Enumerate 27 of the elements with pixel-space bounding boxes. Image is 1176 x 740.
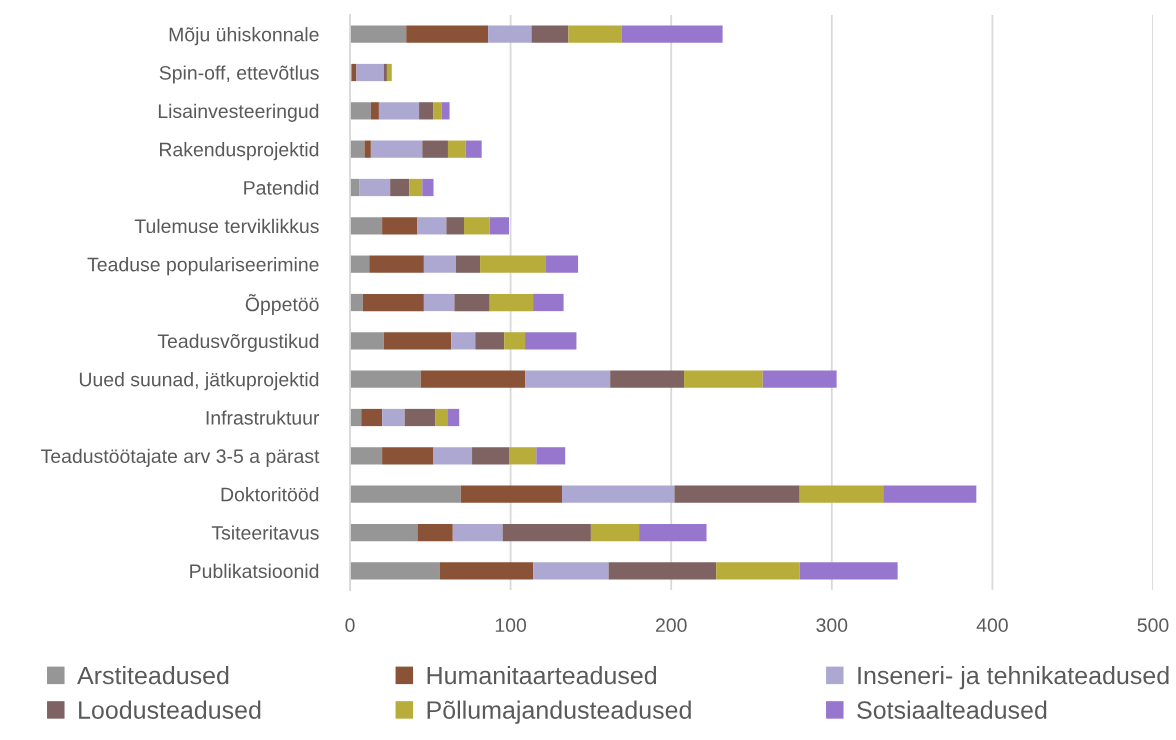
- y-tick-label: Tsiteeritavus: [211, 525, 319, 540]
- legend-label: Põllumajandusteadused: [427, 700, 691, 724]
- y-tick-label: Lisainvesteeringud: [158, 103, 319, 122]
- legend-label: Sotsiaalteadused: [857, 700, 1047, 719]
- y-tick-label: Tulemuse terviklikkus: [134, 218, 319, 234]
- y-tick-label: Teadustöötajate arv 3-5 a pärast: [41, 448, 320, 467]
- y-tick-label: Uued suunad, jätkuprojektid: [79, 372, 319, 391]
- y-tick-label: Teaduse populariseerimine: [87, 257, 319, 276]
- y-tick-label: Spin-off, ettevõtlus: [159, 65, 319, 84]
- x-tick-label: 400: [976, 618, 1008, 633]
- y-tick-label: Õppetöö: [245, 293, 319, 316]
- y-tick-label: Infrastruktuur: [206, 410, 320, 425]
- y-tick-label: Doktoritööd: [221, 487, 319, 502]
- legend-label: Arstiteadused: [77, 666, 229, 685]
- x-tick-label: 500: [1137, 618, 1169, 633]
- y-tick-label: Mõju ühiskonnale: [169, 27, 319, 46]
- legend-label: Inseneri- ja tehnikateadused: [858, 666, 1169, 690]
- x-tick-label: 300: [816, 618, 848, 633]
- legend-label: Humanitaarteadused: [427, 666, 657, 685]
- y-tick-label: Publikatsioonid: [190, 563, 319, 579]
- y-tick-label: Rakendusprojektid: [160, 142, 319, 161]
- x-tick-label: 200: [655, 618, 687, 633]
- x-tick-label: 100: [495, 618, 527, 633]
- y-tick-label: Teadusvõrgustikud: [157, 333, 319, 352]
- y-tick-label: Patendid: [244, 180, 319, 195]
- x-tick-label: 0: [345, 618, 355, 633]
- legend-label: Loodusteadused: [79, 700, 261, 719]
